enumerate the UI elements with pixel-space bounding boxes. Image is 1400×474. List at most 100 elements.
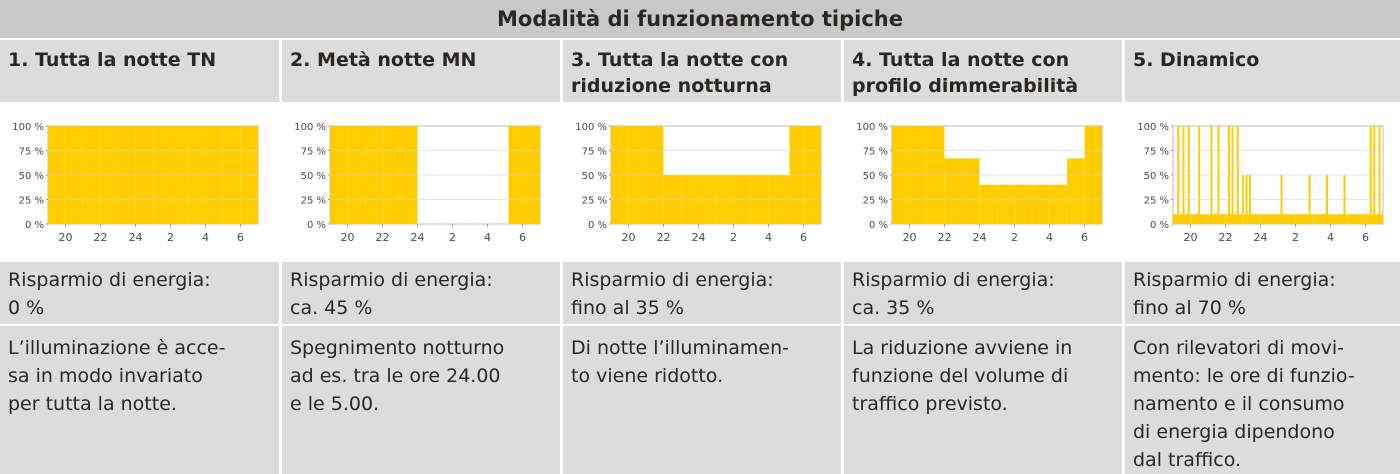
mode-description-line: L’illuminazione è acce- <box>8 337 226 359</box>
x-tick-label: 6 <box>519 231 526 244</box>
energy-saving: Risparmio di energia: ca. 45 % <box>282 262 560 324</box>
x-tick-label: 6 <box>1081 231 1088 244</box>
mode-title-line: 5. Dinamico <box>1133 49 1260 71</box>
mode-description-line: La riduzione avviene in <box>852 337 1073 359</box>
x-tick-label: 4 <box>1046 231 1053 244</box>
mode-title-line: 4. Tutta la notte con <box>852 49 1070 71</box>
x-tick-label: 22 <box>938 231 952 244</box>
y-tick-label: 100 % <box>856 122 888 133</box>
y-tick-label: 50 % <box>1144 171 1169 182</box>
x-tick-label: 4 <box>765 231 772 244</box>
chart-svg: 0 %25 %50 %75 %100 %20 22 24 2 4 6 <box>575 122 822 244</box>
mode-description-line: e le 5.00. <box>290 393 380 415</box>
mode-title-line: 3. Tutta la notte con <box>571 49 789 71</box>
x-tick-label: 20 <box>59 231 73 244</box>
mode-column-2: 2. Metà notte MN Risparmio di energia: ca.… <box>282 40 560 474</box>
chart-svg: 0 %25 %50 %75 %100 %20 22 24 2 4 6 <box>12 122 259 244</box>
x-tick-label: 4 <box>484 231 491 244</box>
mode-description-line: mento: le ore di funzio- <box>1133 365 1355 387</box>
y-tick-label: 0 % <box>307 220 326 231</box>
chart-svg: 0 %25 %50 %75 %100 %20 22 24 2 4 6 <box>294 122 541 244</box>
mode-description-line: namento e il consumo <box>1133 393 1345 415</box>
mode-description-line: per tutta la notte. <box>8 393 177 415</box>
mode-title: 1. Tutta la notte TN <box>0 40 279 102</box>
chart-svg: 0 %25 %50 %75 %100 %20 22 24 2 4 6 <box>856 122 1103 244</box>
mode-title: 3. Tutta la notte con riduzione notturna <box>563 40 841 102</box>
mode-description-line: ad es. tra le ore 24.00 <box>290 365 501 387</box>
energy-saving-line: fino al 70 % <box>1133 297 1246 319</box>
mode-title: 4. Tutta la notte con profilo dimmerabili… <box>844 40 1122 102</box>
x-tick-label: 22 <box>1219 231 1233 244</box>
x-tick-label: 2 <box>1011 231 1018 244</box>
mode-description: Di notte l’illuminamen-to viene ridotto. <box>563 326 841 474</box>
x-tick-label: 22 <box>657 231 671 244</box>
y-tick-label: 75 % <box>19 147 44 158</box>
energy-saving-line: ca. 35 % <box>852 297 935 319</box>
mode-title-line: riduzione notturna <box>571 75 772 97</box>
energy-saving-line: Risparmio di energia: <box>852 269 1055 291</box>
x-tick-label: 24 <box>129 231 143 244</box>
y-tick-label: 0 % <box>1150 220 1169 231</box>
x-tick-label: 20 <box>1184 231 1198 244</box>
energy-saving-line: Risparmio di energia: <box>1133 269 1336 291</box>
y-tick-label: 75 % <box>1144 147 1169 158</box>
x-tick-label: 24 <box>973 231 987 244</box>
y-tick-label: 100 % <box>12 122 44 133</box>
energy-saving: Risparmio di energia: ca. 35 % <box>844 262 1122 324</box>
page-title: Modalità di funzionamento tipiche <box>0 0 1400 38</box>
y-tick-label: 0 % <box>25 220 44 231</box>
x-tick-label: 2 <box>167 231 174 244</box>
y-tick-label: 50 % <box>19 171 44 182</box>
energy-saving-line: ca. 45 % <box>290 297 373 319</box>
y-tick-label: 50 % <box>301 171 326 182</box>
y-tick-label: 25 % <box>863 196 888 207</box>
mode-column-4: 4. Tutta la notte con profilo dimmerabili… <box>844 40 1122 474</box>
x-tick-label: 2 <box>730 231 737 244</box>
y-tick-label: 100 % <box>575 122 607 133</box>
x-tick-label: 24 <box>1254 231 1268 244</box>
x-tick-label: 24 <box>692 231 706 244</box>
mode-description: Spegnimento notturno ad es. tra le ore 24… <box>282 326 560 474</box>
y-tick-label: 0 % <box>869 220 888 231</box>
y-tick-label: 75 % <box>301 147 326 158</box>
chart-svg: 0 %25 %50 %75 %100 %20 22 24 2 4 6 <box>1137 122 1384 244</box>
mode-title-line: 1. Tutta la notte TN <box>8 49 217 71</box>
y-tick-label: 50 % <box>863 171 888 182</box>
mode-description: Con rilevatori di movi-mento: le ore di … <box>1125 326 1400 474</box>
x-tick-label: 6 <box>237 231 244 244</box>
operating-profile-chart: 0 % 25 % 50 % 75 % 100 % 20 22 24 2 4 6 <box>844 104 1122 260</box>
mode-description-line: di energia dipendono <box>1133 421 1335 443</box>
y-tick-label: 25 % <box>582 196 607 207</box>
mode-description: L’illuminazione è acce-sa in modo invari… <box>0 326 279 474</box>
y-tick-label: 100 % <box>1137 122 1169 133</box>
x-tick-label: 20 <box>341 231 355 244</box>
x-tick-label: 2 <box>449 231 456 244</box>
energy-saving: Risparmio di energia: fino al 35 % <box>563 262 841 324</box>
energy-saving: Risparmio di energia: fino al 70 % <box>1125 262 1400 324</box>
mode-description-line: funzione del volume di <box>852 365 1069 387</box>
x-tick-label: 20 <box>903 231 917 244</box>
mode-title: 5. Dinamico <box>1125 40 1400 102</box>
x-tick-label: 24 <box>411 231 425 244</box>
energy-saving-line: Risparmio di energia: <box>290 269 493 291</box>
mode-title: 2. Metà notte MN <box>282 40 560 102</box>
energy-saving-line: 0 % <box>8 297 45 319</box>
x-tick-label: 6 <box>1362 231 1369 244</box>
operating-profile-chart: 0 % 25 % 50 % 75 % 100 % 20 22 24 2 4 6 <box>282 104 560 260</box>
x-tick-label: 4 <box>1327 231 1334 244</box>
mode-description-line: traffico previsto. <box>852 393 1008 415</box>
mode-description-line: dal traffico. <box>1133 449 1242 471</box>
mode-description-line: sa in modo invariato <box>8 365 203 387</box>
x-tick-label: 2 <box>1292 231 1299 244</box>
y-tick-label: 25 % <box>1144 196 1169 207</box>
baseline-area <box>1173 214 1383 224</box>
mode-column-3: 3. Tutta la notte con riduzione notturna R… <box>563 40 841 474</box>
mode-column-5: 5. Dinamico Risparmio di energia: fino al … <box>1125 40 1400 474</box>
energy-saving: Risparmio di energia: 0 % <box>0 262 279 324</box>
mode-column-1: 1. Tutta la notte TN Risparmio di energia… <box>0 40 279 474</box>
mode-description-line: to viene ridotto. <box>571 365 724 387</box>
y-tick-label: 25 % <box>19 196 44 207</box>
x-tick-label: 4 <box>202 231 209 244</box>
energy-saving-line: fino al 35 % <box>571 297 684 319</box>
x-tick-label: 6 <box>800 231 807 244</box>
